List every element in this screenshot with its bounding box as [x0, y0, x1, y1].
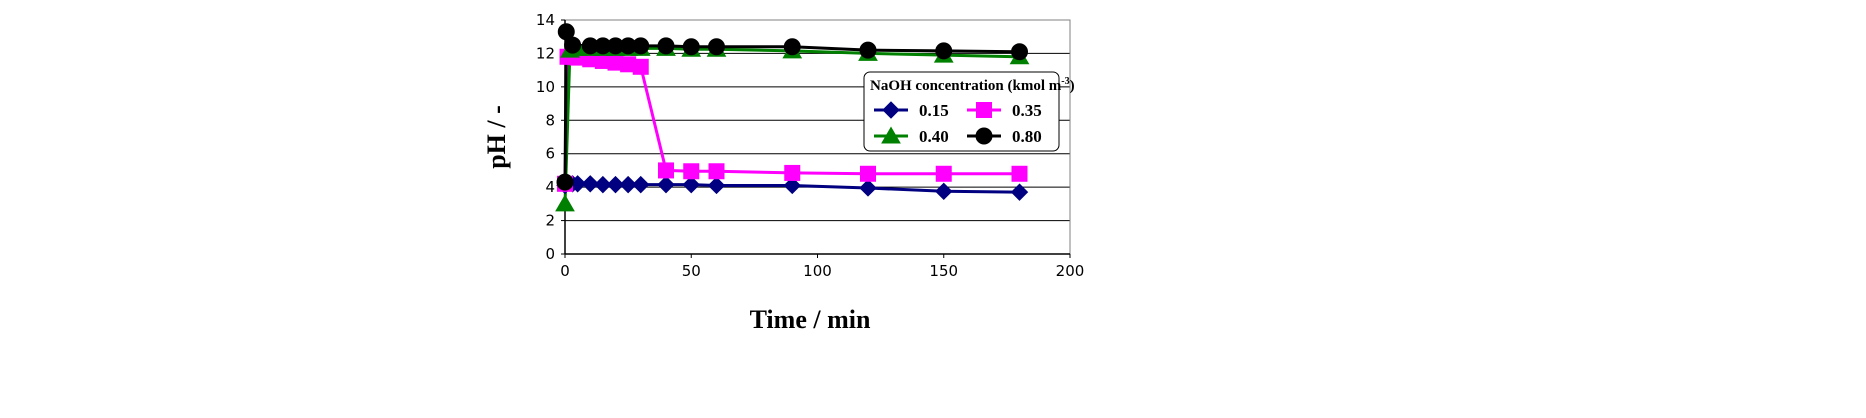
point-0.15-6: [619, 175, 637, 194]
point-0.15-12: [859, 179, 877, 197]
legend-marker-0.80: [975, 127, 993, 145]
legend-label-0.80: 0.80: [1012, 127, 1042, 146]
legend-marker-0.15: [882, 101, 900, 119]
legend-marker-0.40: [881, 126, 901, 144]
point-0.80-2: [564, 36, 582, 54]
point-0.80-12: [859, 41, 877, 59]
x-tick-label-50: 50: [682, 262, 701, 280]
y-tick-label-2: 2: [545, 212, 555, 230]
point-0.15-3: [581, 175, 599, 193]
legend-label-0.40: 0.40: [919, 127, 949, 146]
point-0.15-8: [657, 175, 675, 194]
point-0.15-14: [1010, 183, 1029, 201]
y-tick-label-10: 10: [536, 78, 555, 96]
legend: NaOH concentration (kmol m-3) 0.15 0.350.…: [863, 71, 1075, 152]
point-0.15-13: [935, 182, 953, 201]
x-tick-label-0: 0: [560, 262, 570, 280]
point-0.80-0: [556, 173, 574, 191]
point-0.15-11: [783, 176, 801, 195]
legend-box: [863, 71, 1060, 152]
y-tick-label-4: 4: [545, 178, 555, 196]
x-axis-title: Time / min: [750, 305, 871, 334]
point-0.15-7: [632, 175, 650, 194]
point-0.35-11: [708, 163, 725, 180]
point-0.15-5: [606, 175, 625, 194]
point-0.15-9: [682, 175, 700, 194]
point-0.80-11: [783, 38, 801, 56]
series-markers: [555, 23, 1030, 212]
point-0.80-14: [1011, 43, 1028, 61]
point-0.35-15: [1011, 165, 1028, 182]
legend-title-sup: -3: [1061, 76, 1069, 87]
point-0.35-14: [935, 165, 952, 182]
y-tick-label-8: 8: [545, 111, 555, 129]
legend-title: NaOH concentration (kmol m-3): [870, 76, 1075, 94]
point-0.35-9: [658, 162, 674, 179]
x-tick-label-150: 150: [929, 262, 958, 280]
y-tick-label-12: 12: [536, 44, 555, 62]
legend-title-main: NaOH concentration (kmol m: [870, 78, 1062, 94]
legend-marker-0.35: [976, 102, 992, 118]
y-axis-title: pH / -: [482, 105, 511, 169]
y-tick-label-14: 14: [536, 11, 555, 29]
legend-items: 0.15 0.35 0.40 0.80: [874, 101, 1042, 146]
point-0.80-8: [657, 37, 675, 55]
tick-labels: 0 2 4 6 8 10 12 14 0 50 100 150 200: [536, 11, 1084, 280]
point-0.15-10: [707, 176, 726, 195]
point-0.80-10: [708, 38, 725, 56]
point-0.35-10: [683, 163, 700, 180]
x-tick-label-100: 100: [803, 262, 832, 280]
point-0.15-4: [594, 175, 612, 194]
point-0.80-9: [682, 38, 700, 56]
legend-label-0.35: 0.35: [1012, 101, 1042, 120]
point-0.40-0: [555, 194, 575, 212]
point-0.80-7: [632, 37, 650, 55]
point-0.35-13: [860, 165, 876, 182]
legend-label-0.15: 0.15: [919, 101, 949, 120]
point-0.35-8: [632, 58, 649, 75]
point-0.80-13: [935, 42, 953, 60]
x-tick-label-200: 200: [1056, 262, 1085, 280]
y-tick-label-0: 0: [545, 245, 555, 263]
legend-title-end: ): [1070, 78, 1075, 94]
y-tick-label-6: 6: [545, 145, 555, 163]
point-0.35-12: [784, 164, 801, 181]
